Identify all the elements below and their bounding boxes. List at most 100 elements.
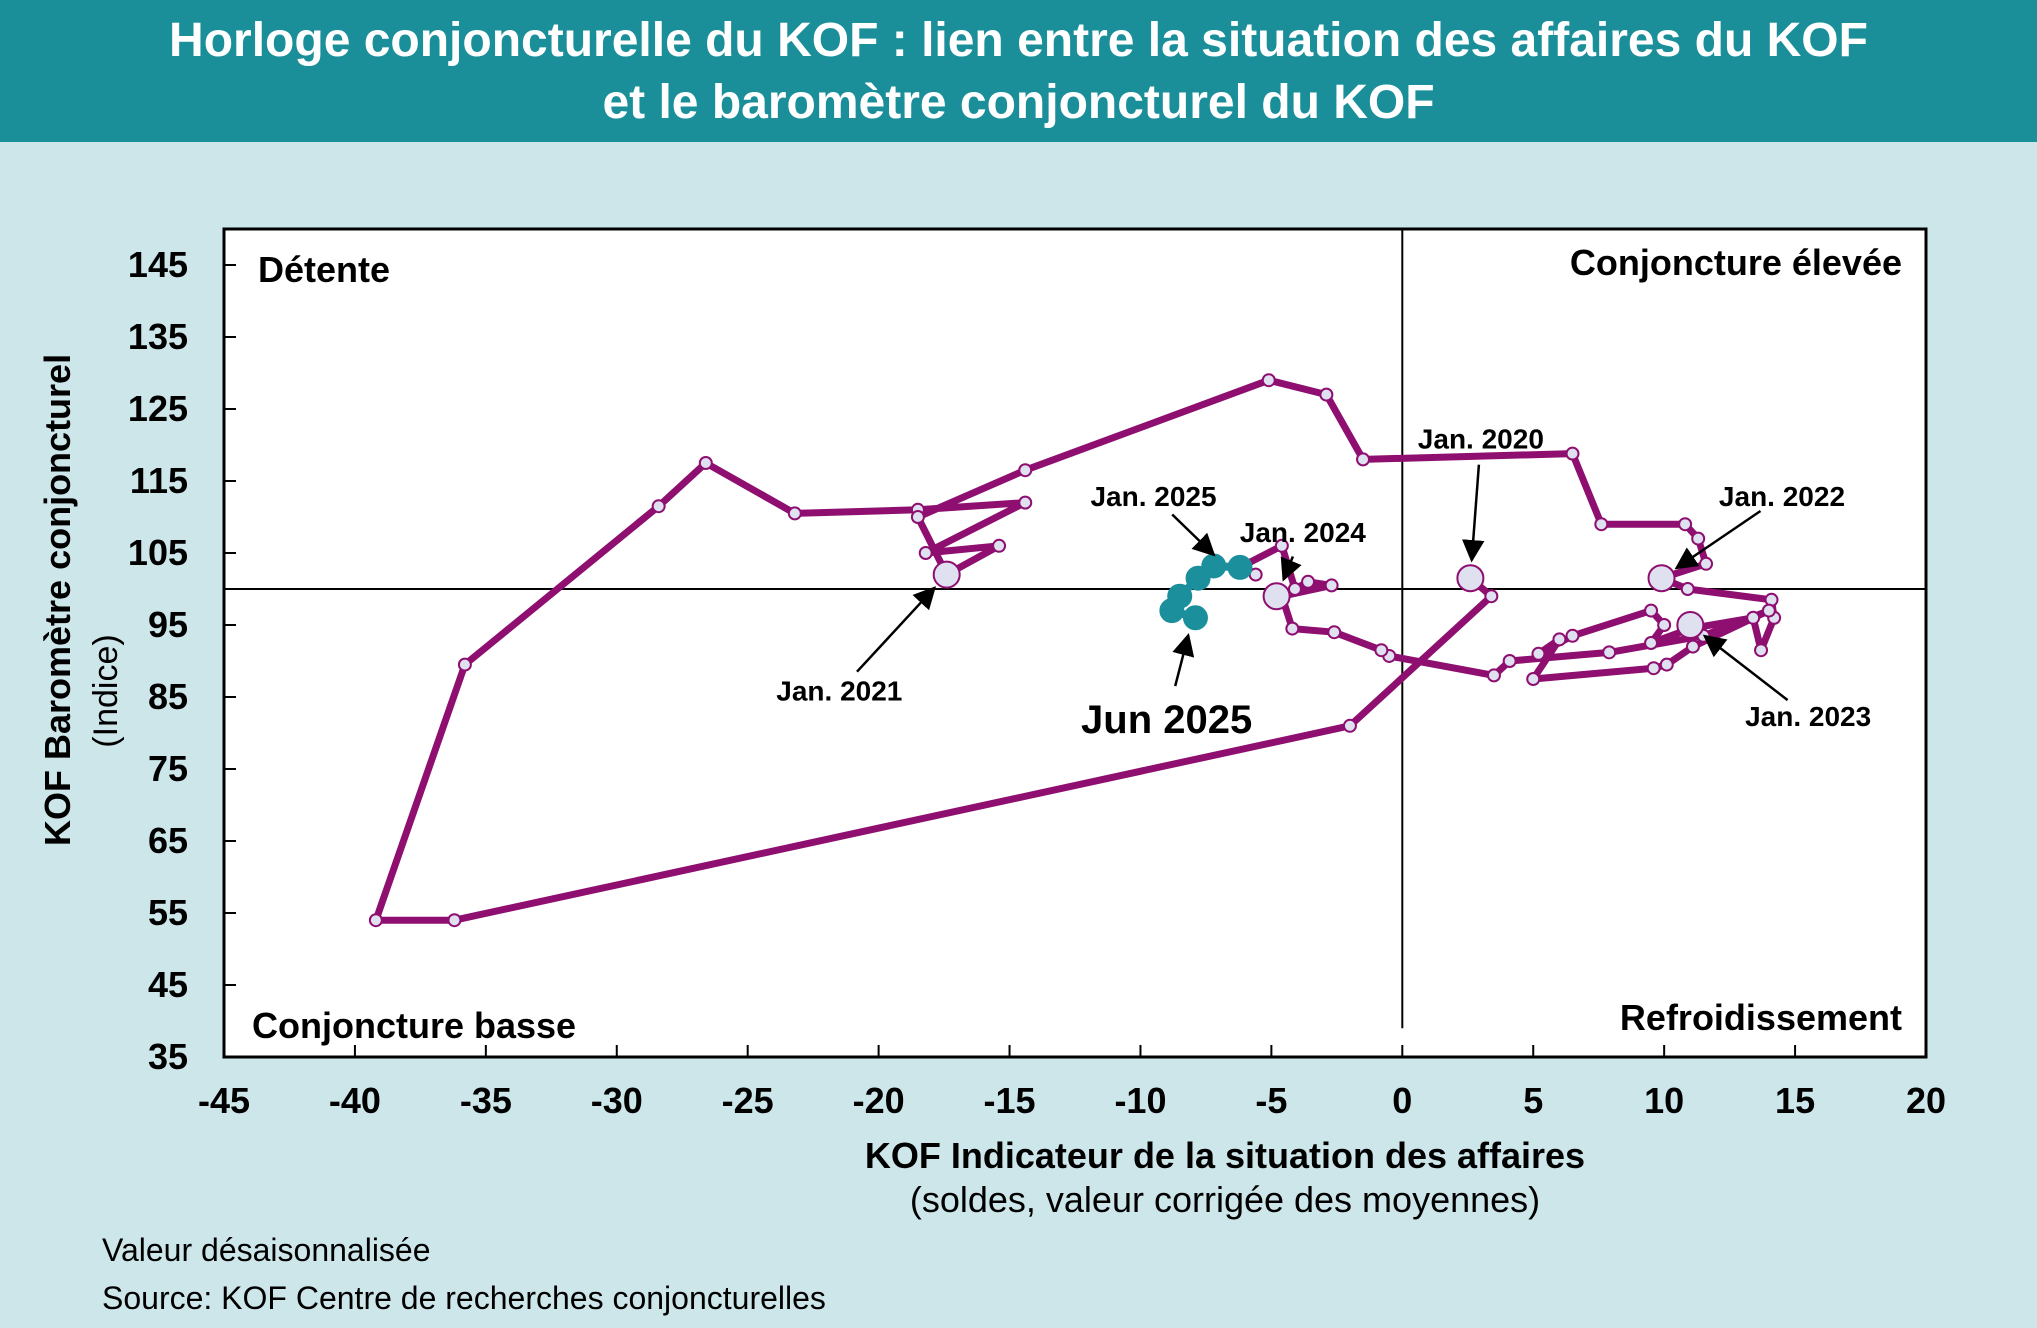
data-point-recent	[1159, 598, 1185, 624]
data-point-history	[698, 456, 713, 470]
annotation-arrow	[1702, 634, 1789, 702]
data-point-history	[1319, 387, 1334, 402]
chart-title-line-2: et le baromètre conjoncturel du KOF	[602, 76, 1435, 129]
data-point-history	[1018, 463, 1033, 478]
data-point-history	[1565, 446, 1580, 461]
data-point-history	[1602, 645, 1617, 660]
data-point-history	[1657, 618, 1672, 632]
y-tick-label: 125	[128, 388, 188, 429]
data-point-history	[1761, 603, 1776, 618]
y-tick-label: 95	[148, 604, 188, 645]
data-point-history	[1342, 718, 1357, 733]
annotation-label: Jan. 2025	[1090, 481, 1216, 512]
annotation-arrow	[1172, 633, 1195, 687]
y-tick-label: 65	[148, 820, 188, 861]
data-point-history	[1502, 654, 1517, 668]
y-tick-label: 85	[148, 676, 188, 717]
x-tick-label: -40	[329, 1080, 381, 1121]
chart-title-line-1: Horloge conjoncturelle du KOF : lien ent…	[169, 14, 1868, 67]
x-axis-label: KOF Indicateur de la situation des affai…	[865, 1135, 1585, 1176]
data-point-history	[992, 538, 1007, 553]
annotation-label: Jan. 2023	[1745, 701, 1871, 732]
y-tick-label: 75	[148, 748, 188, 789]
y-tick-label: 105	[128, 532, 188, 573]
data-point-history	[1646, 661, 1661, 676]
anchor-point-history	[1647, 564, 1676, 593]
data-point-history	[1287, 582, 1302, 596]
footnote-source: Source: KOF Centre de recherches conjonc…	[102, 1280, 826, 1316]
footnote-seasonal: Valeur désaisonnalisée	[102, 1232, 431, 1268]
data-point-recent	[1182, 605, 1208, 631]
x-tick-label: 10	[1644, 1080, 1684, 1121]
anchor-point-history	[1456, 564, 1485, 593]
x-axis-sublabel: (soldes, valeur corrigée des moyennes)	[910, 1179, 1540, 1220]
data-point-history	[787, 506, 802, 521]
annotation-arrow	[1462, 464, 1485, 563]
data-point-history	[1274, 538, 1289, 553]
anchor-point-history	[1676, 611, 1705, 639]
y-tick-label: 55	[148, 892, 188, 933]
y-tick-label: 135	[128, 316, 188, 357]
data-point-history	[1644, 636, 1659, 650]
data-point-history	[1699, 556, 1714, 571]
data-point-history	[457, 657, 472, 672]
data-point-history	[368, 913, 383, 928]
data-point-history	[1531, 646, 1546, 661]
data-point-history	[1356, 452, 1371, 467]
x-tick-label: -45	[198, 1080, 250, 1121]
x-tick-label: -15	[984, 1080, 1036, 1121]
y-tick-label: 145	[128, 244, 188, 285]
data-point-history	[1746, 610, 1761, 625]
x-tick-label: -30	[591, 1080, 643, 1121]
quadrant-label-bottom-right: Refroidissement	[1620, 997, 1902, 1038]
x-tick-label: -10	[1114, 1080, 1166, 1121]
x-tick-label: 5	[1523, 1080, 1543, 1121]
series-line-history	[372, 376, 1778, 924]
data-point-history	[1301, 574, 1316, 589]
data-point-history	[1691, 531, 1706, 546]
data-point-history	[447, 913, 462, 928]
data-point-recent	[1185, 565, 1211, 591]
y-axis-label: KOF Baromètre conjoncturel	[37, 354, 78, 846]
x-tick-label: 0	[1392, 1080, 1412, 1121]
data-point-history	[1285, 621, 1300, 636]
x-tick-label: -20	[853, 1080, 905, 1121]
data-point-history	[1678, 517, 1693, 532]
data-point-history	[1552, 632, 1567, 647]
anchor-point-history	[932, 560, 961, 589]
kof-business-cycle-clock: -45 -40 -35 -30 -25 -20 -15 -10 -5 0 5 10 15 20 35 45 55…	[37, 227, 1946, 1220]
x-tick-label: 20	[1906, 1080, 1946, 1121]
title-bar: Horloge conjoncturelle du KOF : lien ent…	[0, 0, 2037, 142]
y-tick-label: 45	[148, 964, 188, 1005]
quadrant-label-top-right: Conjoncture élevée	[1570, 242, 1902, 283]
x-tick-label: -5	[1255, 1080, 1287, 1121]
data-point-history	[910, 510, 925, 524]
data-point-history	[1685, 639, 1700, 654]
data-point-history	[1374, 643, 1389, 658]
data-point-history	[1261, 373, 1276, 388]
data-point-history	[1018, 495, 1033, 510]
anchor-point-history	[1262, 582, 1291, 611]
data-point-history	[1327, 625, 1342, 640]
data-point-history	[918, 546, 933, 560]
data-point-history	[1644, 603, 1659, 618]
annotation-arrow	[1674, 509, 1762, 570]
data-point-history	[651, 499, 666, 514]
annotation-arrow	[856, 586, 937, 673]
data-point-history	[1565, 628, 1580, 643]
annotation-arrow	[1280, 556, 1302, 582]
x-tick-label: 15	[1775, 1080, 1815, 1121]
y-tick-label: 35	[148, 1036, 188, 1077]
annotation-label: Jan. 2022	[1719, 481, 1845, 512]
y-axis-sublabel: (Indice)	[87, 634, 125, 747]
annotation-label: Jun 2025	[1081, 698, 1252, 742]
quadrant-label-top-left: Détente	[258, 249, 390, 290]
x-tick-label: -25	[722, 1080, 774, 1121]
data-point-history	[1484, 589, 1499, 604]
data-point-history	[1659, 657, 1674, 672]
data-point-history	[1526, 672, 1541, 686]
quadrant-label-bottom-left: Conjoncture basse	[252, 1005, 576, 1046]
data-point-history	[1324, 578, 1339, 593]
data-point-history	[1486, 668, 1501, 683]
x-tick-label: -35	[460, 1080, 512, 1121]
